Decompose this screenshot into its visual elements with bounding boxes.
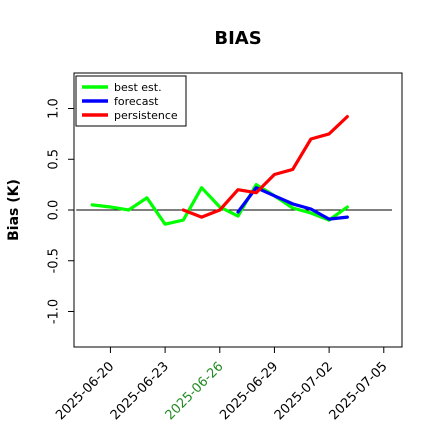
x-axis-ticks: 2025-06-202025-06-232025-06-262025-06-29… [53,347,391,423]
series-line-best-est [90,183,349,226]
x-tick-label: 2025-07-05 [327,359,391,423]
y-tick-label: 0.0 [47,200,62,221]
y-axis-label: Bias (K) [6,179,22,241]
legend-label: persistence [114,109,178,122]
legend-label: best est. [114,81,162,94]
y-tick-label: -0.5 [47,248,62,273]
y-tick-label: 1.0 [47,98,62,119]
y-axis-ticks: -1.0 -0.5 0.0 0.5 1.0 [47,98,74,324]
chart-title: BIAS [214,28,261,49]
series-line-persistence [181,114,349,219]
series-line-forecast [236,186,349,221]
series-lines [90,114,349,226]
legend-label: forecast [114,95,159,108]
y-tick-label: -1.0 [47,299,62,324]
y-tick-label: 0.5 [47,149,62,170]
